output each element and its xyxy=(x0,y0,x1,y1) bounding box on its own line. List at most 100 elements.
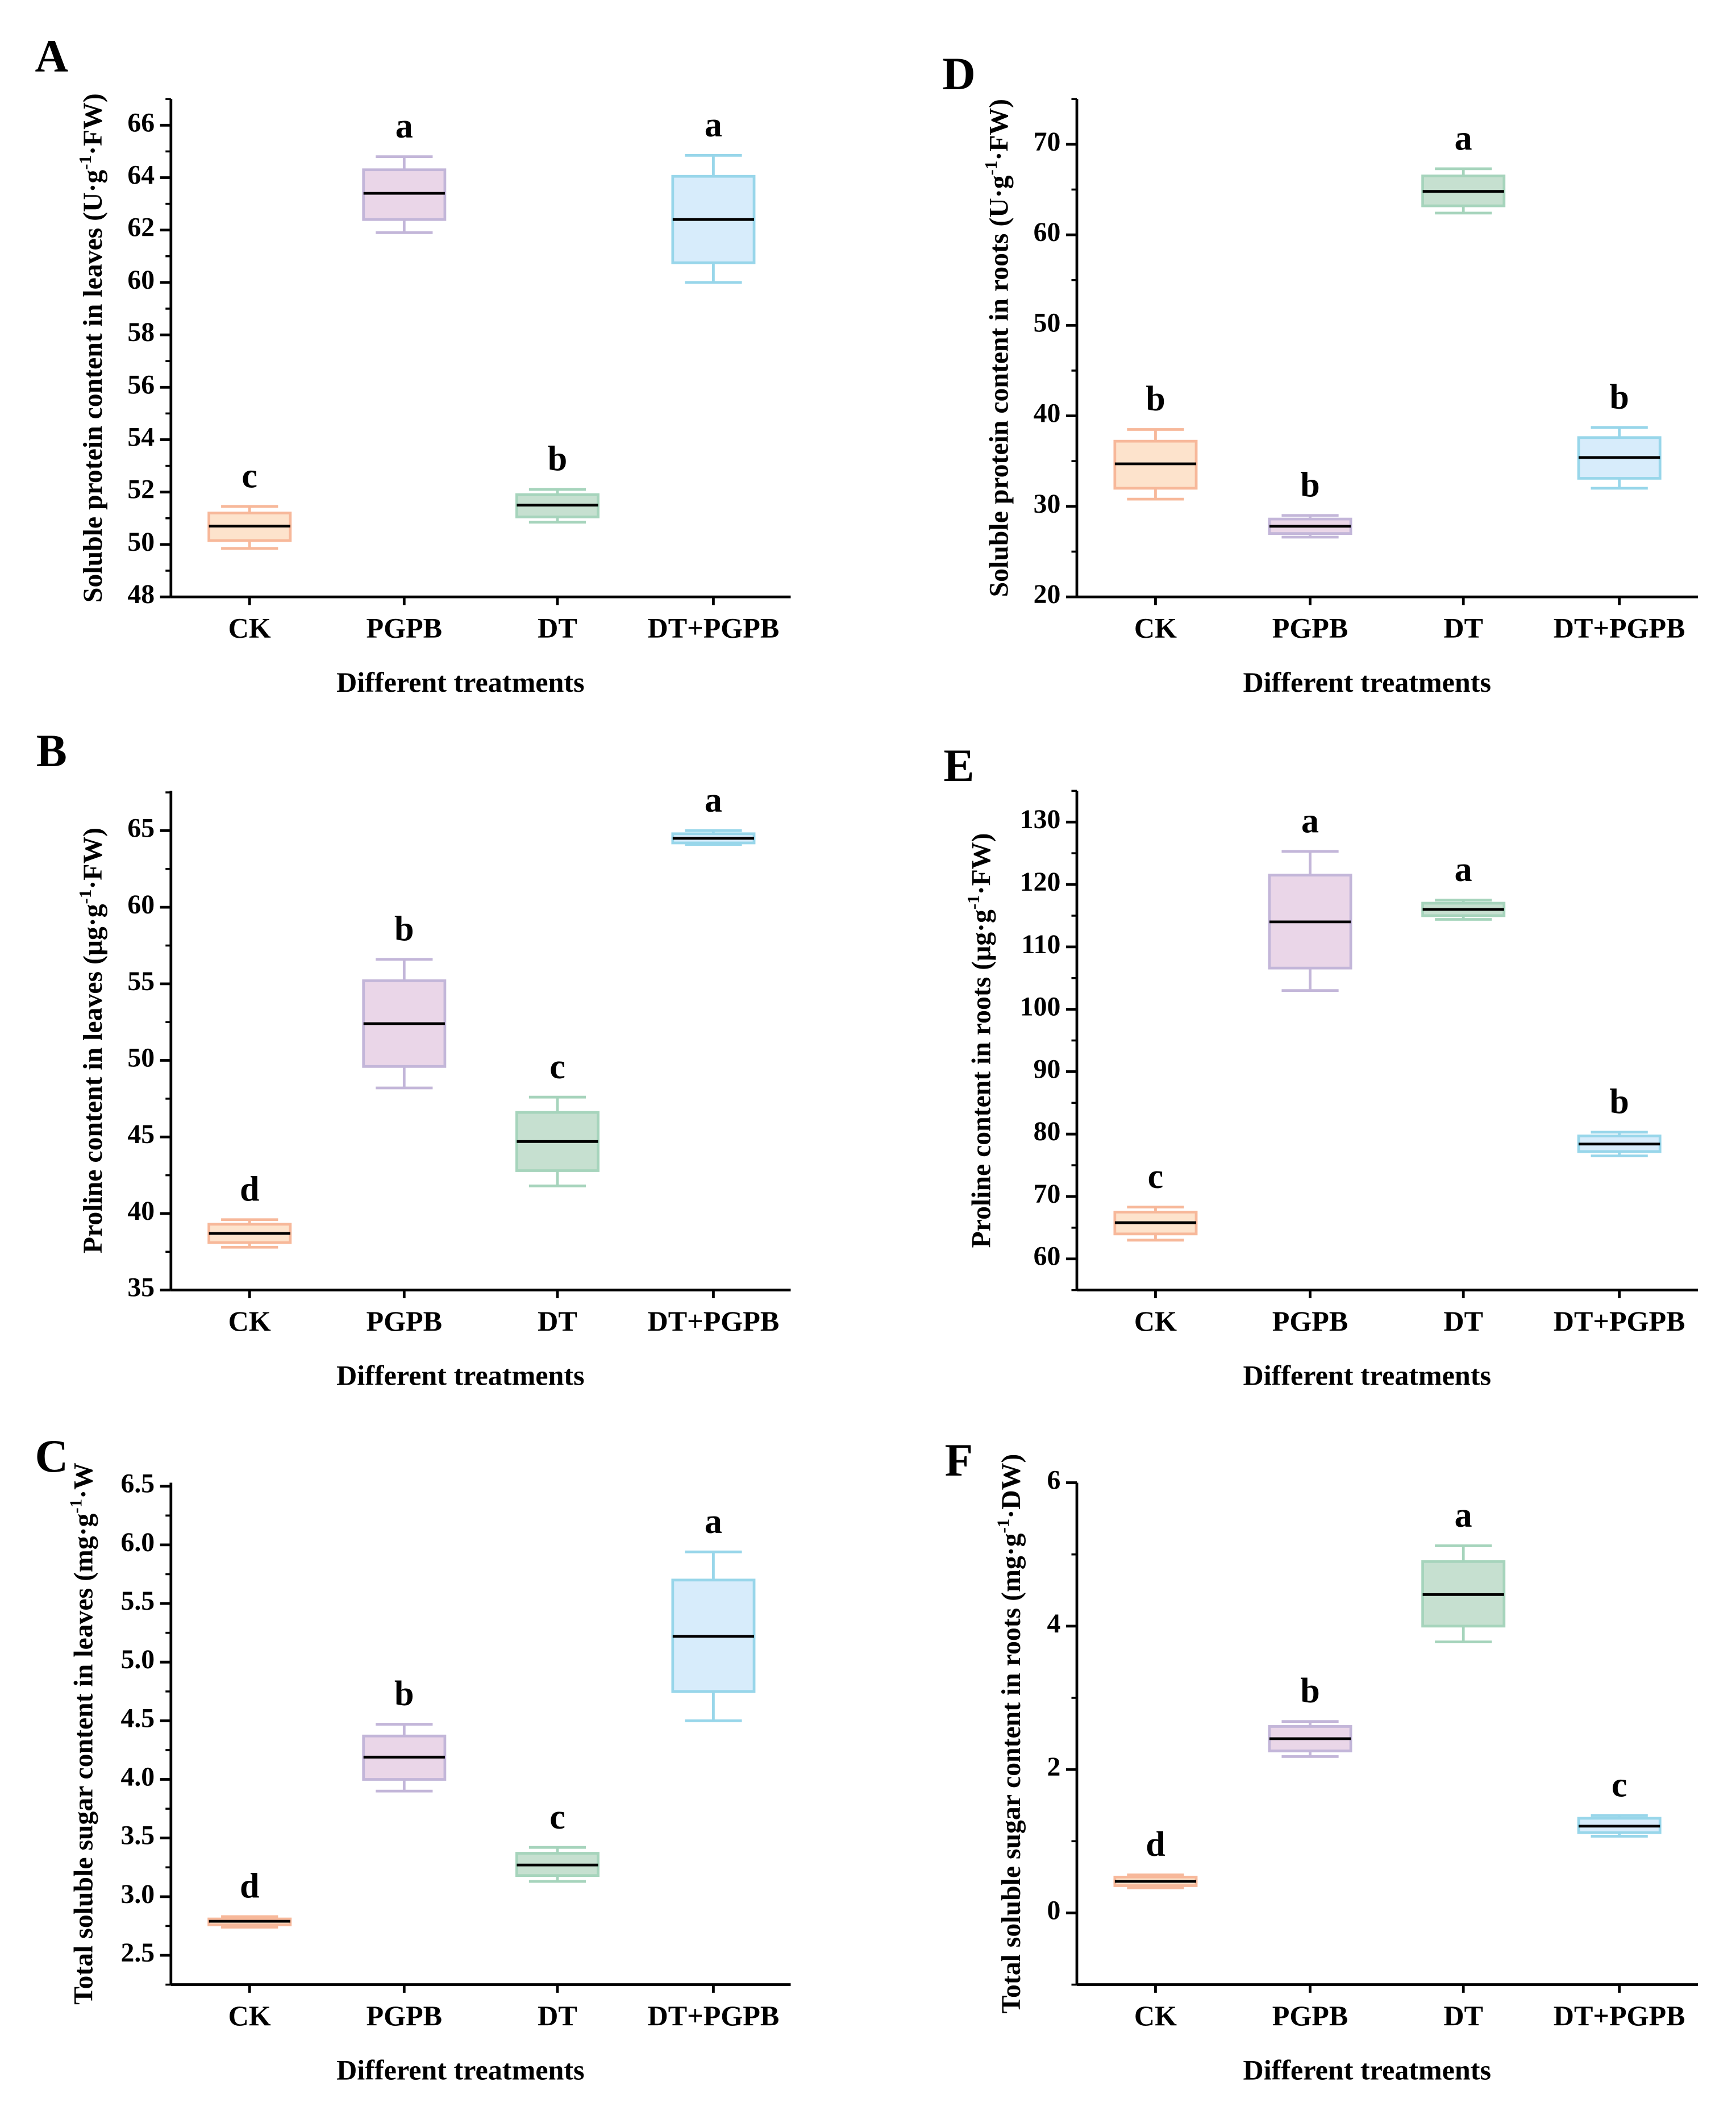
y-label-text: ·DW) xyxy=(996,1454,1026,1519)
box-DT+PGPB: a xyxy=(671,781,756,846)
x-axis-label: Different treatments xyxy=(336,1360,584,1391)
y-axis-label: Soluble protein content in leaves (U·g-1… xyxy=(75,93,108,603)
box-PGPB: b xyxy=(362,909,447,1090)
y-tick-label: 4 xyxy=(1047,1609,1061,1639)
y-tick-label: 2 xyxy=(1047,1752,1061,1782)
y-axis-label: Proline content in leaves (μg·g-1·FW) xyxy=(75,828,108,1253)
significance-letter: d xyxy=(1146,1825,1165,1864)
box-DT: b xyxy=(515,440,600,524)
box-PGPB: a xyxy=(1268,801,1352,992)
y-label-superscript: -1 xyxy=(963,895,983,909)
x-tick-label: DT xyxy=(538,2000,577,2031)
box-CK: b xyxy=(1113,380,1198,501)
y-label-text: Total soluble sugar content in roots (mg… xyxy=(996,1533,1026,2013)
significance-letter: b xyxy=(394,909,414,948)
x-tick-label: DT xyxy=(538,1305,577,1337)
y-axis-label: Proline content in roots (μg·g-1·FW) xyxy=(963,833,996,1248)
x-axis-label: Different treatments xyxy=(1243,1360,1491,1391)
y-tick-label: 5.0 xyxy=(121,1644,155,1675)
y-tick-label: 6.5 xyxy=(121,1469,155,1499)
significance-letter: b xyxy=(394,1675,414,1713)
y-label-text: Total soluble sugar content in leaves (m… xyxy=(68,1514,98,2005)
y-tick-label: 40 xyxy=(127,1196,155,1226)
x-axis-label: Different treatments xyxy=(1243,2054,1491,2086)
significance-letter: c xyxy=(549,1798,565,1837)
y-axis-label: Total soluble sugar content in leaves (m… xyxy=(65,1463,98,2005)
y-label-superscript: -1 xyxy=(65,1499,85,1514)
significance-letter: c xyxy=(1612,1765,1627,1804)
y-label-superscript: -1 xyxy=(993,1519,1013,1534)
significance-letter: d xyxy=(240,1867,260,1905)
panel-label: F xyxy=(945,1435,973,1486)
box-PGPB: b xyxy=(362,1675,447,1793)
significance-letter: b xyxy=(1609,378,1629,417)
y-tick-label: 70 xyxy=(1034,127,1061,157)
y-axis-label: Total soluble sugar content in roots (mg… xyxy=(993,1454,1026,2014)
panel-label: E xyxy=(943,740,974,791)
y-tick-label: 45 xyxy=(127,1119,155,1149)
y-tick-label: 4.5 xyxy=(121,1703,155,1733)
y-tick-label: 60 xyxy=(1034,1241,1061,1272)
y-tick-label: 60 xyxy=(1034,217,1061,247)
box-CK: d xyxy=(207,1170,292,1249)
y-tick-label: 66 xyxy=(127,107,155,138)
y-tick-label: 60 xyxy=(127,265,155,295)
y-tick-label: 80 xyxy=(1034,1116,1061,1146)
x-tick-label: DT+PGPB xyxy=(1554,1305,1685,1337)
x-tick-label: PGPB xyxy=(366,1305,442,1337)
x-tick-label: PGPB xyxy=(1272,1305,1348,1337)
y-tick-label: 100 xyxy=(1020,992,1061,1022)
y-axis-label: Soluble protein content in roots (U·g-1·… xyxy=(981,99,1014,597)
y-label-text: ·FW) xyxy=(966,833,996,895)
box-DT: a xyxy=(1421,119,1506,215)
y-tick-label: 90 xyxy=(1034,1054,1061,1084)
box-DT: a xyxy=(1421,1496,1506,1643)
significance-letter: a xyxy=(1455,119,1472,157)
significance-letter: a xyxy=(705,781,722,820)
y-tick-label: 40 xyxy=(1034,398,1061,429)
y-tick-label: 5.5 xyxy=(121,1586,155,1616)
box-PGPB: a xyxy=(362,107,447,234)
significance-letter: b xyxy=(1300,466,1320,504)
x-tick-label: PGPB xyxy=(366,2000,442,2031)
x-tick-label: DT xyxy=(1443,612,1483,644)
x-tick-label: DT+PGPB xyxy=(648,612,780,644)
y-tick-label: 48 xyxy=(127,579,155,609)
significance-letter: b xyxy=(1609,1082,1629,1121)
y-label-text: ·W xyxy=(68,1463,98,1499)
panel-D: D 20 30 40 50 60 70 Soluble protein content in … xyxy=(942,48,1698,698)
panel-label: A xyxy=(35,31,68,82)
y-tick-label: 64 xyxy=(127,160,155,190)
panel-label: D xyxy=(942,48,976,99)
y-tick-label: 20 xyxy=(1034,579,1061,609)
panel-A: A 48 50 52 54 56 58 60 62 64 66 Soluble protein con… xyxy=(35,31,791,698)
y-tick-label: 50 xyxy=(1034,308,1061,338)
y-label-text: ·FW) xyxy=(984,99,1014,161)
y-label-text: Proline content in roots (μg·g xyxy=(966,909,996,1248)
y-tick-label: 2.5 xyxy=(121,1938,155,1968)
y-tick-label: 3.0 xyxy=(121,1879,155,1909)
significance-letter: c xyxy=(1148,1157,1164,1196)
x-tick-label: PGPB xyxy=(1272,612,1348,644)
panel-label: C xyxy=(35,1431,68,1482)
y-tick-label: 110 xyxy=(1021,929,1060,959)
y-tick-label: 30 xyxy=(1034,489,1061,519)
box-DT: c xyxy=(515,1048,600,1187)
box-DT+PGPB: a xyxy=(671,1502,756,1722)
x-tick-label: PGPB xyxy=(366,612,442,644)
box-CK: c xyxy=(1113,1157,1198,1242)
significance-letter: a xyxy=(705,1502,722,1541)
y-label-text: Soluble protein content in leaves (U·g xyxy=(78,170,108,603)
y-tick-label: 6.0 xyxy=(121,1527,155,1557)
x-tick-label: CK xyxy=(1134,612,1177,644)
y-tick-label: 120 xyxy=(1020,867,1061,897)
box-CK: d xyxy=(207,1867,292,1929)
panel-E: E 60 70 80 90 100 110 120 130 Proline content in … xyxy=(943,740,1698,1391)
y-label-text: ·FW) xyxy=(78,828,108,890)
box-DT: c xyxy=(515,1798,600,1883)
y-label-superscript: -1 xyxy=(75,890,95,904)
y-tick-label: 54 xyxy=(127,422,155,452)
box-DT+PGPB: b xyxy=(1577,1082,1662,1157)
x-tick-label: DT xyxy=(1443,2000,1483,2031)
